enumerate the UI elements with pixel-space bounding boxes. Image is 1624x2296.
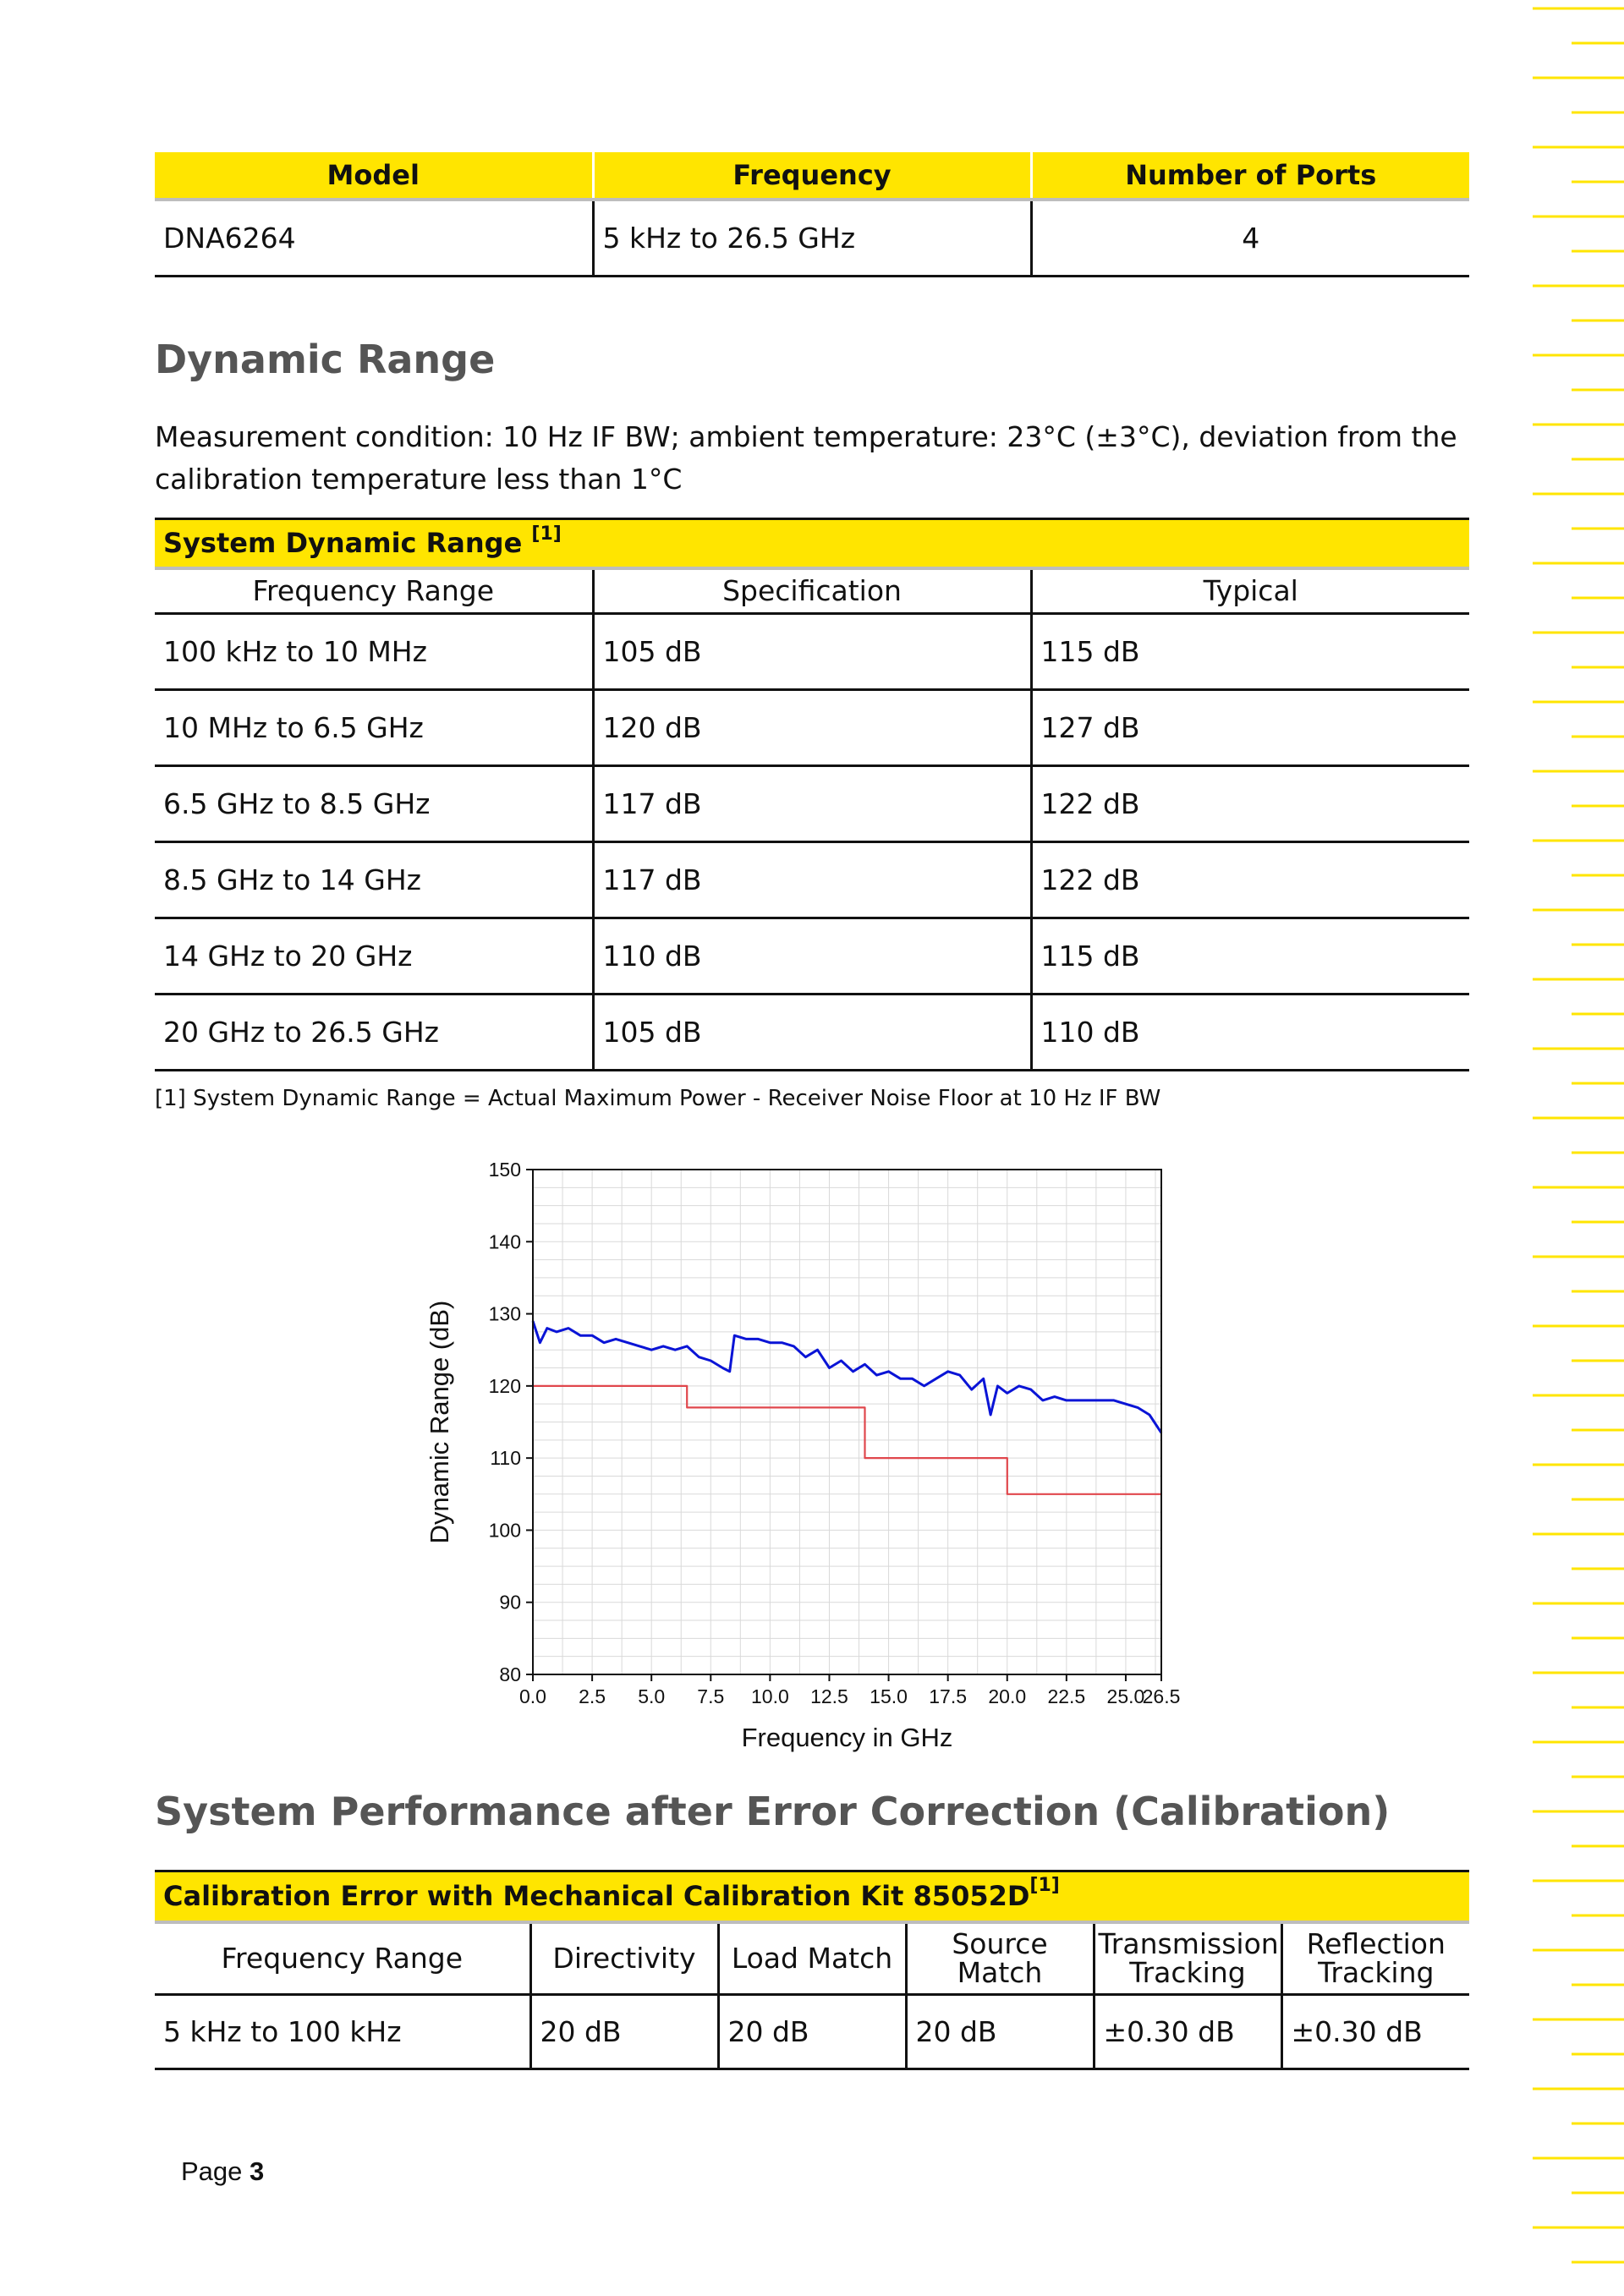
col-header: Source Match — [904, 1921, 1094, 1996]
source-match-cell: 20 dB — [904, 1994, 1094, 2070]
freq-range-cell: 10 MHz to 6.5 GHz — [155, 689, 593, 767]
spec-cell: 120 dB — [591, 689, 1031, 767]
freq-range-cell: 5 kHz to 100 kHz — [155, 1994, 530, 2070]
x-tick-label: 20.0 — [988, 1685, 1026, 1707]
frequency-header: Frequency — [591, 152, 1031, 201]
measurement-condition: Measurement condition: 10 Hz IF BW; ambi… — [155, 420, 1457, 496]
x-tick-label: 15.0 — [870, 1685, 908, 1707]
x-tick-label: 0.0 — [519, 1685, 546, 1707]
caption-note: [1] — [531, 523, 562, 545]
plot-frame — [532, 1169, 1162, 1675]
page-number: Page 3 — [181, 2156, 264, 2187]
x-tick-label: 12.5 — [810, 1685, 848, 1707]
col-header: Frequency Range — [155, 567, 593, 615]
col-header: Load Match — [716, 1921, 906, 1996]
performance-title: System Performance after Error Correctio… — [155, 1789, 1391, 1834]
typical-cell: 122 dB — [1029, 841, 1469, 919]
ports-cell: 4 — [1029, 200, 1469, 277]
table-row: 20 GHz to 26.5 GHz 105 dB 110 dB — [155, 994, 1469, 1071]
freq-range-cell: 6.5 GHz to 8.5 GHz — [155, 765, 593, 843]
y-tick-label: 120 — [489, 1375, 521, 1397]
spec-cell: 110 dB — [591, 918, 1031, 995]
ports-header: Number of Ports — [1029, 152, 1469, 201]
col-header: Frequency Range — [155, 1921, 530, 1996]
page-label: Page — [181, 2156, 243, 2186]
table-row: 6.5 GHz to 8.5 GHz 117 dB 122 dB — [155, 765, 1469, 843]
table-row: 5 kHz to 100 kHz 20 dB 20 dB 20 dB ±0.30… — [155, 1994, 1470, 2070]
spec-cell: 105 dB — [591, 994, 1031, 1071]
col-header: Typical — [1029, 567, 1469, 615]
x-tick-label: 5.0 — [638, 1685, 665, 1707]
table-caption: System Dynamic Range [1] — [155, 518, 1469, 570]
y-tick-label: 150 — [489, 1159, 521, 1181]
dynamic-range-title: Dynamic Range — [155, 337, 496, 382]
x-tick-label: 25.0 — [1107, 1685, 1145, 1707]
freq-range-cell: 14 GHz to 20 GHz — [155, 918, 593, 995]
y-tick-label: 90 — [499, 1592, 521, 1614]
dynamic-range-chart: 0.0 2.5 5.0 7.5 10.0 12.5 15.0 17.5 20.0 22.5 25.0… — [425, 1159, 1181, 1752]
freq-range-cell: 100 kHz to 10 MHz — [155, 613, 593, 691]
table-row: 8.5 GHz to 14 GHz 117 dB 122 dB — [155, 841, 1469, 919]
table-row: 10 MHz to 6.5 GHz 120 dB 127 dB — [155, 689, 1469, 767]
chart-series — [531, 1320, 1163, 1495]
col-header: Reflection Tracking — [1280, 1921, 1470, 1996]
freq-range-cell: 8.5 GHz to 14 GHz — [155, 841, 593, 919]
load-match-cell: 20 dB — [716, 1994, 906, 2070]
y-tick-label: 80 — [499, 1663, 521, 1685]
edge-decoration — [1533, 7, 1624, 2264]
table-row: 14 GHz to 20 GHz 110 dB 115 dB — [155, 918, 1469, 995]
frequency-cell: 5 kHz to 26.5 GHz — [591, 200, 1031, 277]
x-axis-label: Frequency in GHz — [742, 1723, 953, 1752]
table-caption: Calibration Error with Mechanical Calibr… — [155, 1871, 1470, 1924]
reflection-tracking-cell: ±0.30 dB — [1280, 1994, 1470, 2070]
typical-cell: 115 dB — [1029, 613, 1469, 691]
chart-ticks: 0.0 2.5 5.0 7.5 10.0 12.5 15.0 17.5 20.0 22.5 25.0… — [489, 1159, 1181, 1707]
chart-grid — [532, 1169, 1161, 1675]
model-table: Model Frequency Number of Ports DNA6264 … — [155, 152, 1469, 277]
x-tick-label: 7.5 — [697, 1685, 724, 1707]
typical-cell: 122 dB — [1029, 765, 1469, 843]
typical-cell: 115 dB — [1029, 918, 1469, 995]
col-header: Specification — [591, 567, 1031, 615]
y-tick-label: 110 — [490, 1447, 521, 1469]
transmission-tracking-cell: ±0.30 dB — [1092, 1994, 1281, 2070]
y-axis-label: Dynamic Range (dB) — [425, 1301, 454, 1544]
model-cell: DNA6264 — [155, 200, 593, 277]
calibration-error-table: Calibration Error with Mechanical Calibr… — [155, 1870, 1470, 2070]
x-tick-label: 26.5 — [1143, 1685, 1181, 1707]
directivity-cell: 20 dB — [529, 1994, 718, 2070]
caption-note: [1] — [1029, 1875, 1060, 1897]
system-dynamic-range-table: System Dynamic Range [1] Frequency Range… — [155, 518, 1469, 1071]
typical-cell: 110 dB — [1029, 994, 1469, 1071]
col-header: Transmission Tracking — [1092, 1921, 1281, 1996]
col-header: Directivity — [529, 1921, 718, 1996]
spec-cell: 117 dB — [591, 765, 1031, 843]
x-tick-label: 17.5 — [929, 1685, 967, 1707]
freq-range-cell: 20 GHz to 26.5 GHz — [155, 994, 593, 1071]
footnote: [1] System Dynamic Range = Actual Maximu… — [155, 1086, 1161, 1111]
table-row: 100 kHz to 10 MHz 105 dB 115 dB — [155, 613, 1469, 691]
y-tick-label: 100 — [489, 1519, 521, 1541]
spec-limit-line — [533, 1384, 1161, 1495]
model-header: Model — [155, 152, 593, 201]
typical-curve — [531, 1320, 1163, 1434]
spec-cell: 117 dB — [591, 841, 1031, 919]
typical-cell: 127 dB — [1029, 689, 1469, 767]
page-number-value: 3 — [250, 2156, 265, 2186]
x-tick-label: 10.0 — [751, 1685, 789, 1707]
y-tick-label: 130 — [489, 1303, 521, 1325]
x-tick-label: 22.5 — [1047, 1685, 1085, 1707]
spec-cell: 105 dB — [591, 613, 1031, 691]
x-tick-label: 2.5 — [579, 1685, 606, 1707]
y-tick-label: 140 — [489, 1230, 521, 1252]
